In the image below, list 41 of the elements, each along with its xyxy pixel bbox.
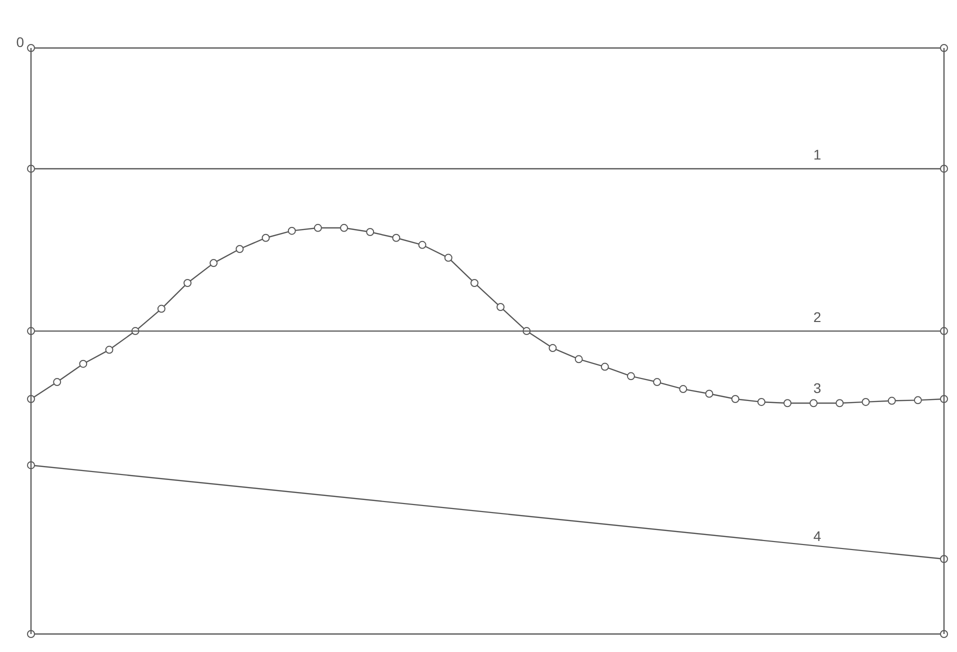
point <box>757 398 766 406</box>
series-label: 3 <box>813 380 822 396</box>
point <box>653 378 662 386</box>
point <box>418 240 426 249</box>
series-label: 0 <box>16 34 24 50</box>
point <box>862 398 870 406</box>
point <box>392 234 400 242</box>
point <box>262 234 270 242</box>
point <box>27 44 35 52</box>
point <box>314 224 322 232</box>
point <box>27 630 35 638</box>
series-label: 1 <box>813 146 822 163</box>
point <box>366 228 374 236</box>
point <box>600 362 609 371</box>
point <box>444 254 452 262</box>
point <box>157 304 166 313</box>
point <box>79 360 88 368</box>
point <box>836 399 844 408</box>
series-label: 2 <box>813 308 822 325</box>
point <box>184 278 192 287</box>
series-label: 4 <box>813 528 822 544</box>
point <box>914 396 922 404</box>
point <box>940 44 948 52</box>
point <box>105 346 114 354</box>
point <box>548 344 557 352</box>
point <box>340 224 348 232</box>
point <box>210 259 218 268</box>
point <box>783 399 792 408</box>
point <box>940 630 948 638</box>
point <box>731 395 740 404</box>
point <box>236 245 244 253</box>
point <box>470 278 478 287</box>
point <box>679 385 688 394</box>
point <box>574 355 583 364</box>
point <box>888 396 896 405</box>
point <box>496 303 505 312</box>
point <box>810 399 818 408</box>
point <box>53 378 62 386</box>
point <box>705 390 714 398</box>
point <box>626 372 635 380</box>
point <box>288 226 296 235</box>
